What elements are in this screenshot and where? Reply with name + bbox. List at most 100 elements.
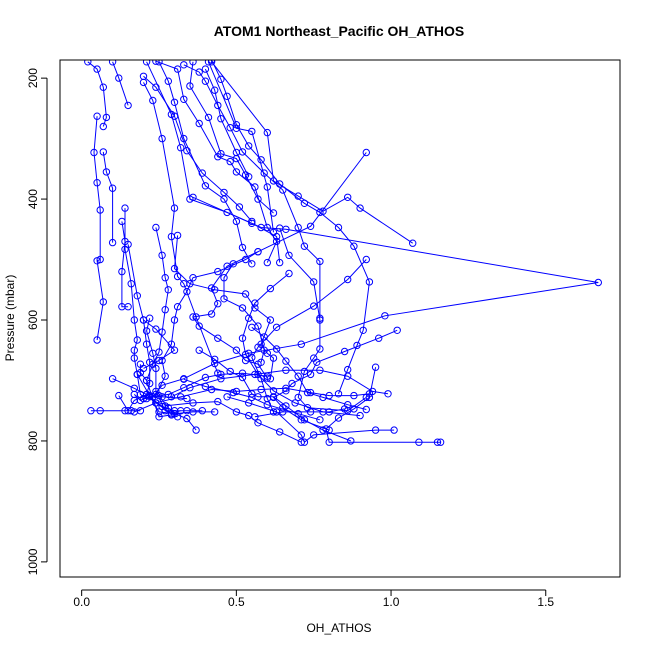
data-point — [279, 408, 287, 416]
series-15 — [142, 60, 284, 267]
data-point — [248, 219, 256, 228]
data-point — [393, 326, 401, 334]
series-45 — [133, 370, 219, 418]
series-line — [223, 263, 265, 363]
data-point — [161, 306, 169, 314]
series-line — [102, 151, 114, 243]
series-line — [208, 61, 274, 233]
data-point — [257, 156, 265, 164]
data-point — [124, 101, 132, 110]
series-42 — [223, 393, 398, 446]
data-point — [133, 336, 142, 344]
data-point — [276, 224, 284, 232]
series-line — [143, 82, 219, 374]
data-point — [180, 95, 188, 104]
data-point — [177, 393, 185, 401]
data-point — [142, 376, 151, 385]
data-point — [340, 405, 349, 413]
data-point — [325, 408, 333, 416]
data-point — [170, 410, 179, 418]
data-point — [300, 367, 309, 376]
data-point — [99, 148, 108, 156]
data-point — [214, 101, 222, 110]
data-point — [207, 60, 216, 66]
data-point — [220, 295, 228, 303]
series-18 — [139, 72, 256, 226]
data-point — [248, 393, 256, 402]
series-4 — [99, 148, 117, 247]
data-point — [306, 408, 315, 416]
series-41 — [322, 363, 445, 446]
y-tick-label: 800 — [26, 431, 40, 451]
data-point — [149, 96, 157, 105]
data-point — [294, 410, 302, 418]
series-line — [165, 401, 302, 443]
data-point — [139, 72, 148, 81]
series-1 — [84, 60, 111, 131]
data-point — [362, 148, 370, 157]
data-point — [254, 195, 262, 203]
data-point — [269, 354, 278, 362]
data-point — [257, 358, 265, 366]
data-point — [161, 402, 169, 410]
data-point — [350, 242, 358, 250]
data-point — [124, 303, 132, 311]
data-point — [248, 127, 256, 136]
data-point — [325, 438, 333, 446]
data-point — [198, 407, 207, 415]
data-point — [102, 113, 111, 122]
data-point — [139, 394, 148, 403]
data-point — [201, 77, 210, 85]
data-point — [282, 357, 290, 365]
data-point — [266, 284, 275, 293]
data-point — [214, 267, 222, 276]
data-point — [300, 416, 309, 424]
data-point — [152, 83, 160, 91]
series-line — [251, 259, 367, 413]
data-point — [93, 257, 101, 265]
data-point — [226, 367, 234, 376]
data-point — [269, 209, 278, 217]
data-point — [170, 204, 179, 212]
data-point — [235, 203, 244, 211]
data-point — [186, 280, 194, 288]
series-37 — [195, 346, 355, 445]
x-axis-label: OH_ATHOS — [306, 621, 371, 635]
data-point — [149, 360, 157, 368]
data-point — [142, 60, 151, 66]
x-tick-label: 1.0 — [383, 595, 400, 609]
data-point — [248, 323, 256, 331]
series-line — [226, 396, 395, 443]
data-point — [146, 391, 154, 400]
data-point — [201, 65, 210, 73]
data-point — [285, 269, 293, 278]
data-point — [170, 112, 179, 120]
data-point — [238, 334, 247, 342]
data-point — [257, 223, 265, 232]
data-point — [241, 255, 250, 264]
data-point — [127, 280, 135, 288]
data-point — [344, 372, 352, 380]
series-2 — [108, 60, 132, 110]
data-point — [436, 438, 445, 446]
data-point — [115, 74, 123, 82]
data-point — [226, 157, 234, 166]
data-point — [350, 405, 358, 413]
data-point — [347, 437, 355, 445]
data-point — [217, 75, 225, 84]
data-point — [217, 115, 225, 123]
data-point — [204, 113, 213, 122]
x-tick-label: 1.5 — [537, 595, 554, 609]
y-tick-label: 1000 — [26, 548, 40, 575]
data-point — [173, 65, 182, 73]
data-point — [297, 431, 305, 439]
series-line — [211, 61, 413, 244]
data-point — [371, 363, 380, 371]
data-point — [183, 147, 191, 155]
data-point — [390, 426, 398, 434]
series-31 — [152, 248, 262, 399]
data-point — [232, 121, 241, 129]
data-point — [241, 350, 250, 359]
data-point — [164, 77, 173, 85]
data-point — [238, 369, 247, 377]
